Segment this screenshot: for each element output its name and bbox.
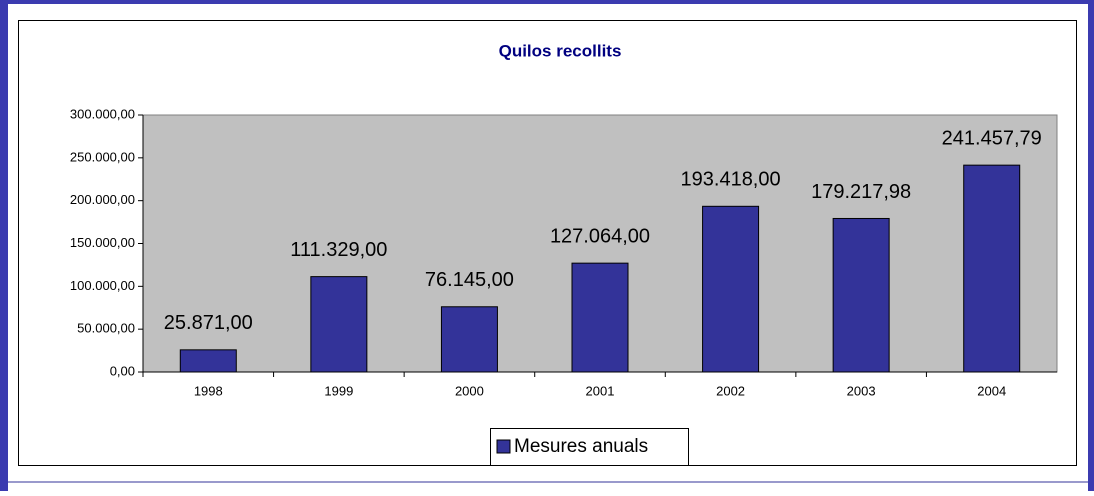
legend-label: Mesures anuals	[514, 436, 648, 457]
chart-title: Quilos recollits	[499, 41, 622, 60]
x-tick-label: 1998	[194, 383, 223, 398]
data-label: 193.418,00	[681, 169, 781, 191]
data-label: 111.329,00	[290, 239, 387, 261]
bar	[832, 217, 890, 373]
y-tick-label: 200.000,00	[70, 192, 135, 207]
x-tick-label: 2001	[586, 383, 615, 398]
legend-swatch	[496, 439, 511, 454]
data-label: 241.457,79	[942, 127, 1042, 149]
x-tick-label: 2004	[977, 383, 1006, 398]
data-label: 25.871,00	[164, 312, 253, 334]
frame-top	[0, 0, 1094, 4]
x-tick-label: 1999	[324, 383, 353, 398]
frame-right	[1088, 0, 1094, 491]
data-label: 179.217,98	[811, 181, 911, 203]
x-tick-label: 2003	[847, 383, 876, 398]
bar	[440, 306, 498, 373]
x-tick-label: 2000	[455, 383, 484, 398]
data-label: 127.064,00	[550, 225, 650, 247]
x-tick-label: 2002	[716, 383, 745, 398]
y-tick-label: 250.000,00	[70, 149, 135, 164]
y-tick-label: 300.000,00	[70, 106, 135, 121]
frame-left	[0, 0, 8, 491]
data-label: 76.145,00	[425, 269, 514, 291]
bar	[963, 164, 1021, 373]
bar	[179, 349, 237, 373]
y-tick-label: 150.000,00	[70, 235, 135, 250]
y-tick-label: 50.000,00	[77, 321, 135, 336]
bar	[702, 205, 760, 373]
bar	[571, 262, 629, 373]
y-tick-label: 0,00	[110, 363, 135, 378]
legend	[490, 428, 689, 466]
y-tick-label: 100.000,00	[70, 278, 135, 293]
bar	[310, 276, 368, 373]
